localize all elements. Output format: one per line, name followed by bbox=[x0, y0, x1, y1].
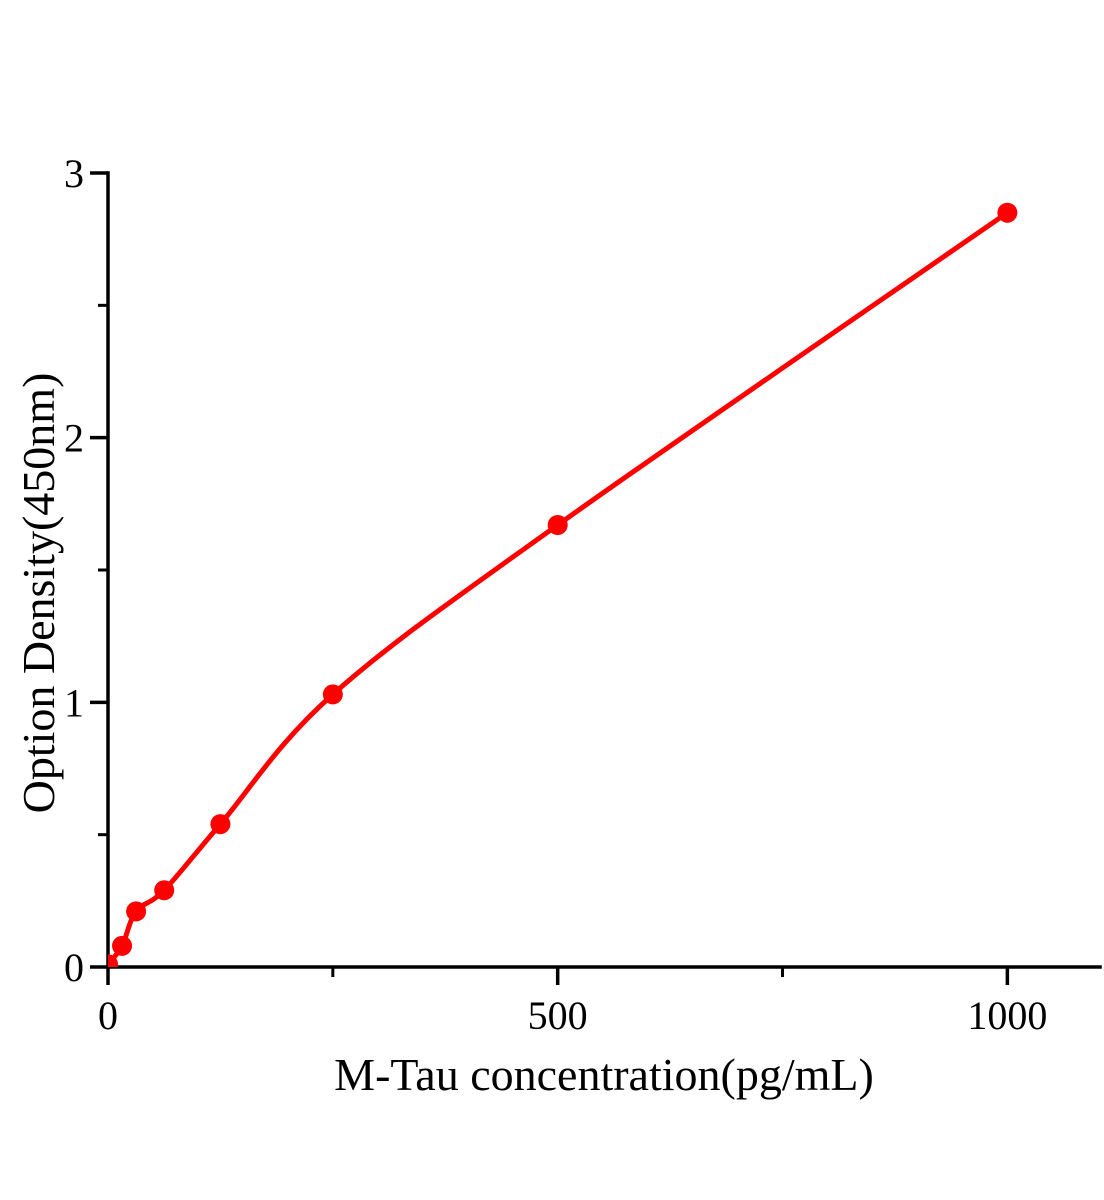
plot-layer bbox=[108, 202, 1018, 967]
data-point-marker bbox=[210, 814, 231, 835]
data-point-marker bbox=[997, 202, 1018, 223]
data-point-marker bbox=[154, 880, 175, 901]
data-point-marker bbox=[322, 684, 343, 705]
tick-layer bbox=[90, 171, 1010, 985]
data-point-marker bbox=[547, 515, 568, 536]
y-tick-label: 1 bbox=[64, 680, 84, 725]
axes-frame bbox=[106, 171, 1102, 969]
y-tick-label: 2 bbox=[64, 416, 84, 461]
tick-label-layer: 0 500 1000 0 1 2 3 bbox=[64, 151, 1047, 1038]
data-point-marker bbox=[112, 935, 133, 956]
x-tick-label: 500 bbox=[528, 993, 588, 1038]
y-tick-label: 0 bbox=[64, 945, 84, 990]
y-axis-title: Option Density(450nm) bbox=[13, 373, 64, 814]
x-tick-label: 0 bbox=[98, 993, 118, 1038]
axes-layer bbox=[106, 171, 1102, 969]
data-point-marker bbox=[126, 901, 147, 922]
x-axis-title: M-Tau concentration(pg/mL) bbox=[334, 1049, 874, 1100]
x-tick-label: 1000 bbox=[967, 993, 1047, 1038]
fit-curve bbox=[108, 210, 1010, 967]
data-point-marker bbox=[108, 954, 118, 967]
y-tick-label: 3 bbox=[64, 151, 84, 196]
